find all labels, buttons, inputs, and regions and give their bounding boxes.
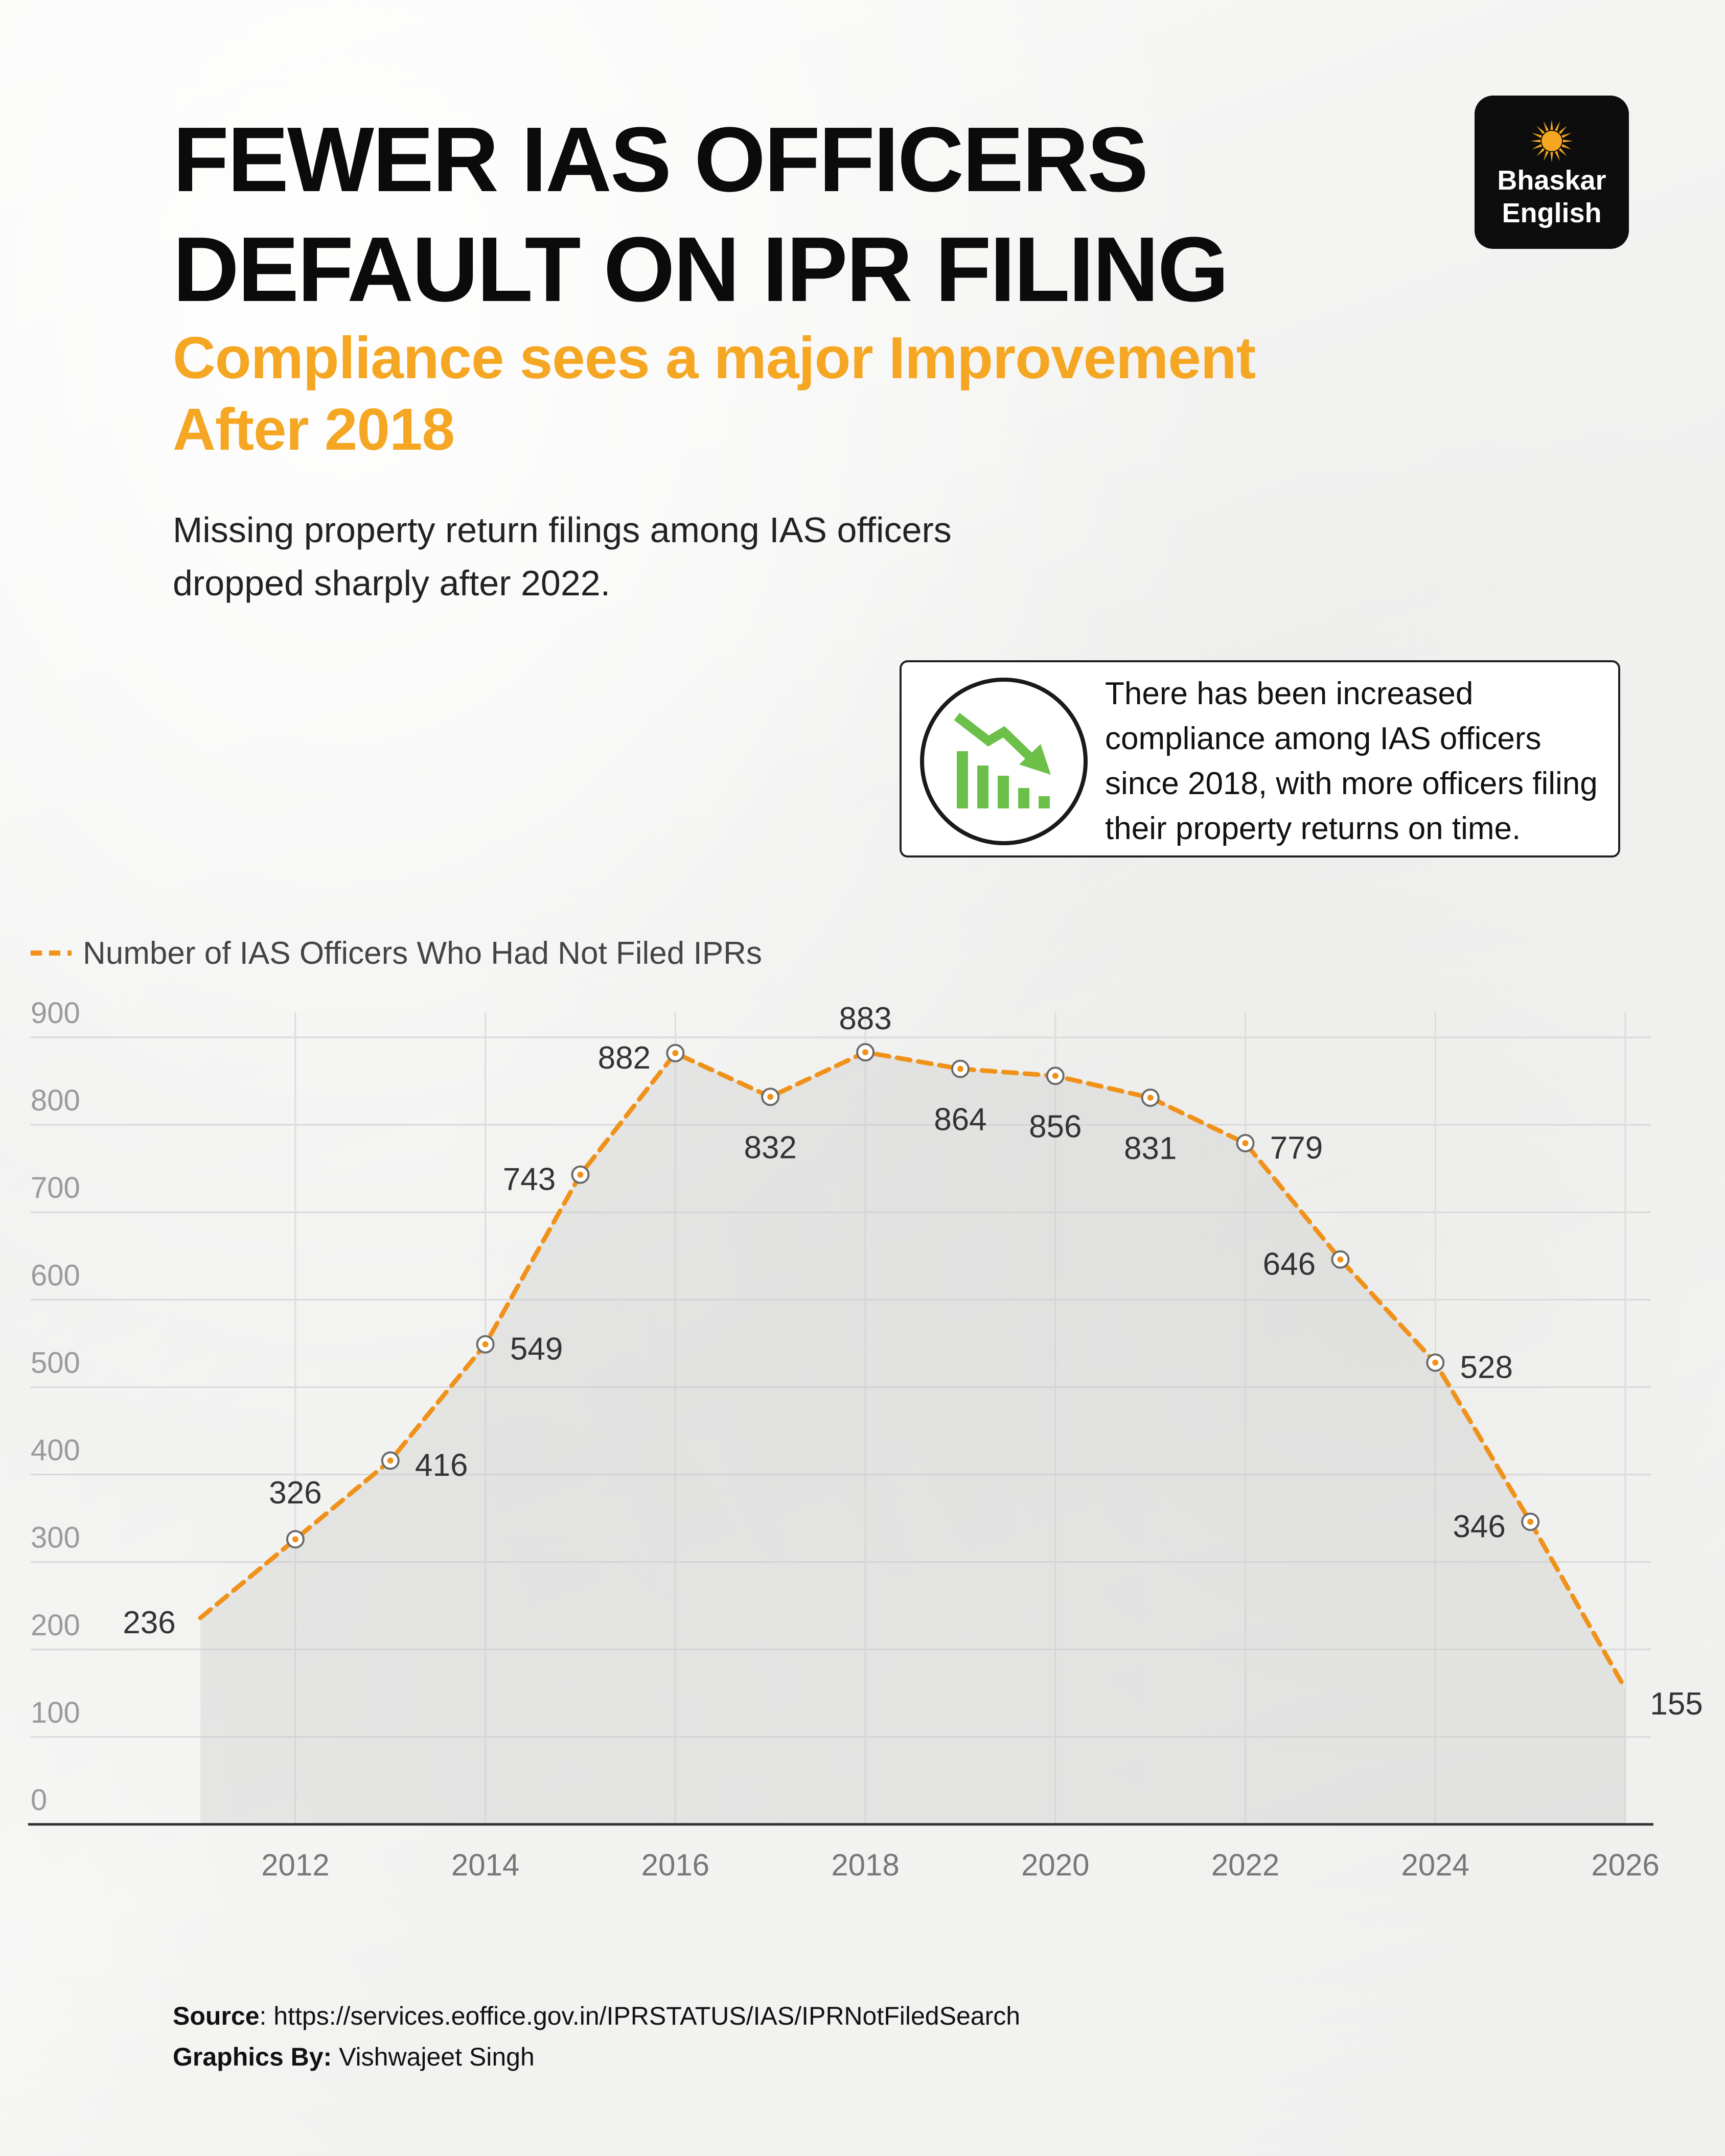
data-point-core (672, 1050, 679, 1056)
data-label: 832 (744, 1130, 796, 1165)
data-label: 743 (503, 1162, 556, 1197)
y-tick-label: 300 (31, 1521, 80, 1555)
lede-line-1: Missing property return filings among IA… (173, 510, 952, 550)
data-point-core (292, 1536, 298, 1543)
title-line-2: DEFAULT ON IPR FILING (173, 218, 1229, 321)
x-tick-label: 2024 (1401, 1848, 1469, 1882)
y-tick-label: 100 (31, 1696, 80, 1729)
x-tick-label: 2018 (831, 1848, 899, 1882)
x-tick-label: 2026 (1591, 1848, 1659, 1882)
lede-text: Missing property return filings among IA… (173, 503, 1195, 610)
logo-text: Bhaskar English (1497, 164, 1606, 229)
y-tick-label: 500 (31, 1346, 80, 1379)
chart-legend: Number of IAS Officers Who Had Not Filed… (31, 930, 762, 976)
data-point-core (482, 1341, 489, 1348)
data-label: 779 (1270, 1130, 1323, 1166)
callout-line-1: There has been increased (1105, 676, 1474, 711)
data-point-core (957, 1065, 963, 1072)
data-label: 882 (598, 1040, 651, 1076)
y-tick-label: 700 (31, 1171, 80, 1204)
data-point-core (1527, 1518, 1534, 1525)
series-line (198, 1050, 1628, 1691)
area-fill (200, 1052, 1625, 1824)
data-label: 416 (415, 1448, 468, 1483)
callout-line-2: compliance among IAS officers (1105, 721, 1542, 756)
y-tick-label: 400 (31, 1434, 80, 1467)
x-tick-label: 2016 (641, 1848, 709, 1882)
data-point-core (387, 1457, 394, 1464)
data-label: 883 (839, 1001, 891, 1036)
page-subtitle: Compliance sees a major Improvement Afte… (173, 322, 1502, 465)
logo-line-2: English (1502, 198, 1602, 228)
data-label: 864 (934, 1102, 986, 1138)
data-label: 326 (269, 1475, 321, 1511)
x-tick-label: 2020 (1021, 1848, 1089, 1882)
y-tick-label: 600 (31, 1259, 80, 1292)
graphics-label: Graphics By: (173, 2043, 332, 2071)
callout-text: There has been increased compliance amon… (1105, 671, 1611, 851)
data-point-core (1337, 1256, 1344, 1263)
page-title: FEWER IAS OFFICERS DEFAULT ON IPR FILING (173, 105, 1399, 324)
legend-swatch (31, 951, 72, 956)
lede-line-2: dropped sharply after 2022. (173, 563, 611, 603)
credits: Source: https://services.eoffice.gov.in/… (173, 1996, 1020, 2077)
data-point-core (767, 1094, 774, 1100)
data-point-core (1147, 1095, 1154, 1101)
data-point-core (1432, 1359, 1439, 1366)
insight-callout: There has been increased compliance amon… (900, 660, 1620, 857)
data-point-core (577, 1171, 584, 1178)
source-url: : https://services.eoffice.gov.in/IPRSTA… (259, 2002, 1021, 2030)
x-tick-label: 2014 (451, 1848, 519, 1882)
x-tick-label: 2022 (1211, 1848, 1279, 1882)
data-label: 831 (1124, 1131, 1177, 1166)
subtitle-line-1: Compliance sees a major Improvement (173, 324, 1256, 391)
legend-label: Number of IAS Officers Who Had Not Filed… (83, 935, 762, 971)
y-tick-label: 800 (31, 1084, 80, 1117)
data-point-core (1052, 1073, 1059, 1079)
brand-logo: Bhaskar English (1475, 96, 1629, 249)
data-label: 549 (510, 1332, 563, 1367)
data-label: 528 (1460, 1350, 1513, 1385)
x-tick-label: 2012 (261, 1848, 329, 1882)
sun-icon (1530, 120, 1573, 163)
callout-line-4: their property returns on time. (1105, 811, 1521, 846)
data-label: 236 (123, 1605, 175, 1640)
line-chart: 0 100 200 300 400 500 600 700 800 900 2012 2014 2016… (28, 996, 1703, 1882)
source-line: Source: https://services.eoffice.gov.in/… (173, 1996, 1020, 2036)
data-label: 856 (1029, 1109, 1082, 1144)
declining-bar-chart-icon (920, 678, 1088, 845)
y-tick-label: 200 (31, 1609, 80, 1642)
graphics-line: Graphics By: Vishwajeet Singh (173, 2036, 1020, 2077)
data-label: 155 (1650, 1686, 1703, 1722)
data-label: 646 (1263, 1247, 1316, 1282)
logo-line-1: Bhaskar (1497, 165, 1606, 196)
data-point-core (862, 1049, 869, 1056)
source-label: Source (173, 2002, 260, 2030)
y-tick-label: 900 (31, 996, 80, 1030)
data-label: 346 (1453, 1509, 1505, 1544)
subtitle-line-2: After 2018 (173, 396, 455, 462)
graphics-author: Vishwajeet Singh (332, 2043, 535, 2071)
callout-line-3: since 2018, with more officers filing (1105, 766, 1598, 801)
data-point-core (1242, 1140, 1249, 1147)
y-tick-label: 0 (31, 1783, 47, 1817)
title-line-1: FEWER IAS OFFICERS (173, 108, 1148, 211)
